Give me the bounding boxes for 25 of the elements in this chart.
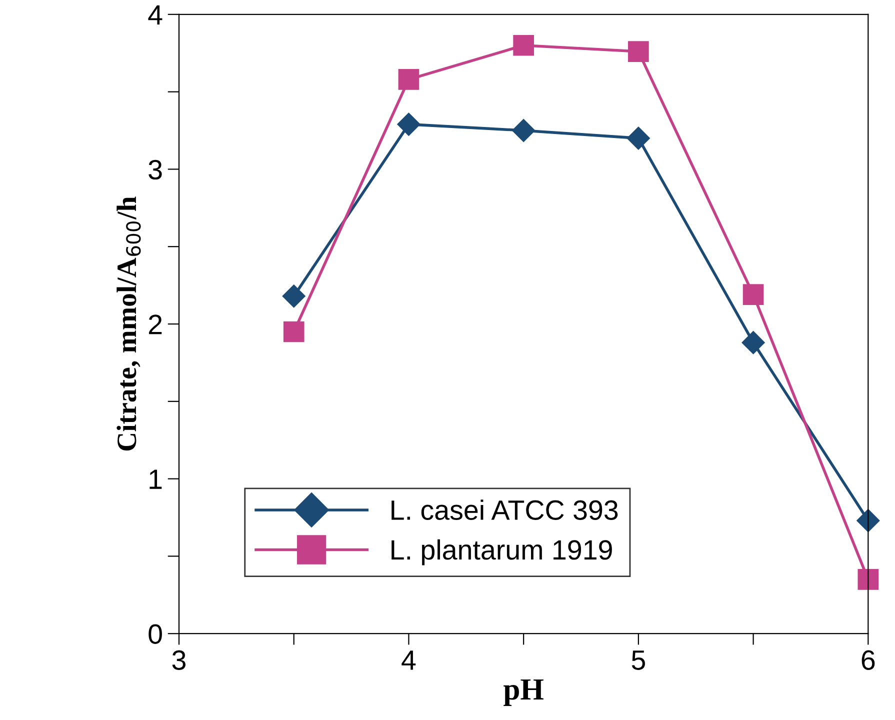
point (398, 69, 420, 90)
y-tick-label: 0 (148, 624, 162, 644)
x-tick-label: 6 (862, 650, 875, 670)
y-tick-label: 3 (148, 160, 162, 180)
x-tick-label: 4 (402, 650, 416, 670)
legend-label: L. plantarum 1919 (392, 539, 612, 566)
y-tick-label: 2 (148, 314, 162, 334)
point (513, 34, 534, 56)
point (626, 126, 650, 150)
y-tick-label: 4 (148, 5, 162, 24)
legend-label: L. casei ATCC 393 (392, 500, 618, 520)
point (742, 284, 764, 306)
x-tick-label: 5 (632, 650, 645, 670)
point (283, 321, 304, 342)
y-axis-title: Citrate, mmol/A$_{600}$/h (116, 196, 141, 451)
point (397, 112, 420, 136)
point (512, 119, 536, 142)
point (742, 331, 765, 354)
point (856, 509, 880, 532)
x-tick-label: 3 (172, 650, 186, 670)
point (858, 569, 879, 590)
x-axis-title: pH (504, 679, 544, 706)
point (282, 284, 306, 308)
y-tick-label: 1 (150, 470, 162, 489)
point (628, 41, 649, 62)
